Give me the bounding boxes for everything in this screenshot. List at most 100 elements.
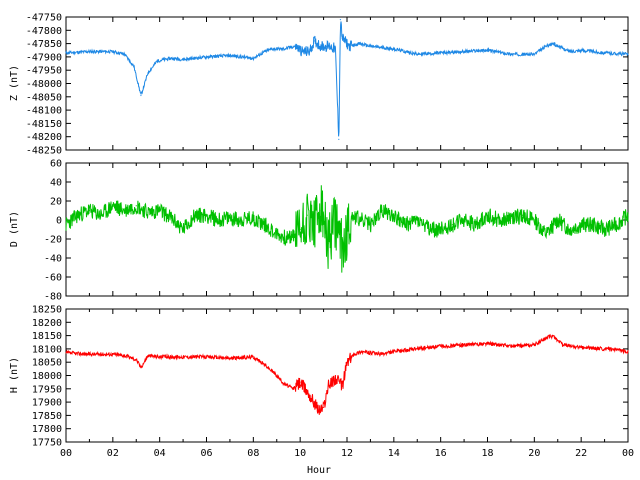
panel-d-data-point <box>440 228 442 231</box>
panel-z-data-point <box>170 57 172 59</box>
x-tick-label: 12 <box>341 448 353 459</box>
panel-d-data-point <box>147 211 149 213</box>
panel-h-data-point <box>252 356 254 358</box>
panel-h-data-point <box>140 366 142 369</box>
panel-d-y-tick-label: -20 <box>44 235 62 246</box>
panel-z-data-point <box>416 53 418 55</box>
panel-h-y-tick-label: 18200 <box>32 318 62 329</box>
panel-d-data-point <box>533 219 535 221</box>
panel-z-ticks <box>65 16 629 151</box>
panel-d-series-line <box>65 185 629 273</box>
panel-d-data-point <box>182 228 184 231</box>
panel-h-data-point <box>322 406 325 409</box>
panel-z-data-point <box>545 45 547 47</box>
panel-z-y-tick-label: -48250 <box>26 146 62 157</box>
x-tick-label: 14 <box>388 448 400 459</box>
panel-h-data-point <box>182 356 184 358</box>
panel-d-data-point <box>135 205 137 207</box>
panel-h-data-point <box>334 377 336 379</box>
panel-d-data-point <box>112 205 114 207</box>
x-tick-label: 00 <box>60 448 72 459</box>
panel-d-data-point <box>241 219 243 221</box>
panel-h-data-point <box>510 345 512 347</box>
panel-d-data-point <box>320 209 322 212</box>
panel-d-data-point <box>451 224 453 226</box>
panel-h-y-tick-label: 18100 <box>32 344 62 355</box>
panel-d-data-point <box>170 217 172 219</box>
panel-d-data-point <box>341 247 343 250</box>
panel-z: -47750 -47800 -47850 -47900 -47950 -48000 -480… <box>9 13 629 157</box>
panel-d-data-point <box>404 224 407 226</box>
panel-z-data-point <box>568 50 571 53</box>
panel-z-y-axis-title: Z (nT) <box>9 65 20 101</box>
panel-d-data-point <box>264 224 266 226</box>
panel-h: 18250 18200 18150 18100 18050 18000 17950 17900… <box>9 305 634 477</box>
panel-h-y-tick-label: 17850 <box>32 411 62 422</box>
panel-z-data-point <box>627 53 629 55</box>
panel-z-data-point <box>341 37 343 39</box>
panel-z-data-point <box>334 48 336 50</box>
panel-d-series <box>65 185 629 273</box>
x-tick-label: 04 <box>154 448 166 459</box>
panel-z-data-point <box>283 48 285 50</box>
panel-z-data-point <box>133 65 135 67</box>
x-tick-label: 06 <box>200 448 212 459</box>
panel-d-y-tick-label: 60 <box>50 159 62 170</box>
panel-d-data-point <box>276 233 278 235</box>
panel-z-data-point <box>603 52 606 54</box>
panel-d-data-point <box>252 217 254 219</box>
panel-h-data-point <box>486 342 489 345</box>
panel-z-data-point <box>123 53 126 55</box>
panel-d-data-point <box>369 224 372 226</box>
panel-h-data-point <box>229 357 231 359</box>
panel-h-data-point <box>463 344 465 346</box>
panel-d-data-point <box>229 217 231 219</box>
panel-d-data-point <box>123 209 126 212</box>
panel-d-data-point <box>510 217 512 219</box>
panel-z-y-tick-label: -47750 <box>26 13 62 24</box>
panel-d-data-point <box>498 219 500 221</box>
panel-h-data-point <box>603 348 606 350</box>
panel-d-data-point <box>205 214 208 216</box>
panel-d-y-tick-label: -80 <box>44 292 62 303</box>
panel-z-data-point <box>294 45 297 47</box>
panel-d-y-tick-label: -40 <box>44 254 62 265</box>
panel-z-data-point <box>264 50 266 53</box>
panel-d-data-point <box>100 214 102 216</box>
panel-d-data-point <box>475 224 477 226</box>
x-tick-label: 16 <box>435 448 447 459</box>
panel-h-y-tick-label: 18150 <box>32 331 62 342</box>
panel-z-data-point <box>205 56 208 58</box>
panel-z-data-point <box>88 50 91 53</box>
panel-h-y-tick-label: 18000 <box>32 371 62 382</box>
x-tick-label: 10 <box>294 448 306 459</box>
panel-h-data-point <box>318 409 320 411</box>
x-tick-label: 20 <box>528 448 540 459</box>
panel-h-data-point <box>369 352 372 354</box>
panel-d-data-point <box>351 214 353 216</box>
panel-h-data-point <box>341 385 343 387</box>
panel-d-data-point <box>381 209 383 212</box>
panel-z-data-point <box>339 19 342 21</box>
panel-z-data-point <box>252 57 254 59</box>
panel-z-data-point <box>320 45 322 47</box>
panel-z-data-point <box>325 45 327 47</box>
panel-z-data-point <box>271 48 273 50</box>
panel-h-data-point <box>112 353 114 355</box>
panel-z-data-point <box>301 50 304 53</box>
panel-d-data-point <box>615 224 617 226</box>
panel-d-data-point <box>194 214 196 216</box>
panel-h-data-point <box>416 348 418 350</box>
panel-z-y-tick-label: -48200 <box>26 132 62 143</box>
panel-h-data-point <box>205 356 208 358</box>
panel-h-y-tick-label: 17750 <box>32 438 62 449</box>
panel-d-ticks <box>65 162 629 297</box>
panel-d: 60 40 20 0 -20 -40 -60 -80 D (nT) <box>9 159 629 303</box>
panel-d-data-point <box>463 219 465 221</box>
panel-d-y-tick-labels: 60 40 20 0 -20 -40 -60 -80 <box>44 159 62 303</box>
panel-d-data-point <box>217 219 219 221</box>
panel-z-data-point <box>344 40 346 42</box>
panel-h-data-point <box>393 350 395 353</box>
panel-h-data-point <box>580 346 582 349</box>
